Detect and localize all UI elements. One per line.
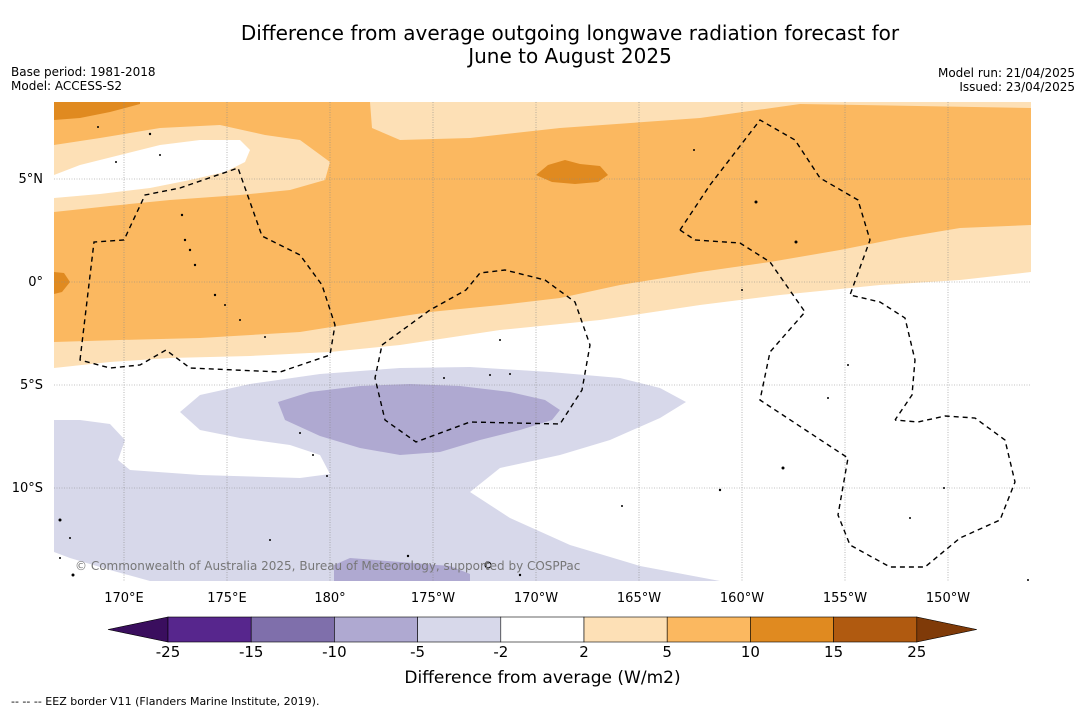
colorbar-segment xyxy=(417,616,502,643)
lon-label-170e: 170°E xyxy=(104,591,144,606)
lat-label-5s: 5°S xyxy=(20,378,43,393)
anomaly-minus2-to-minus5 xyxy=(54,367,720,581)
colorbar-tick-label: -10 xyxy=(322,643,347,661)
colorbar-tick-label: -25 xyxy=(155,643,181,661)
lon-label-175e: 175°E xyxy=(207,591,247,606)
eez-border-line-mid xyxy=(679,229,1016,568)
anomaly-minus5-to-minus10 xyxy=(278,384,560,455)
colorbar-tick-label: 25 xyxy=(907,643,927,661)
anomaly-10-to-15-b xyxy=(536,160,608,184)
anomaly-minus5-to-minus10-south xyxy=(334,558,470,581)
colorbar xyxy=(107,616,977,643)
issued-date: Issued: 23/04/2025 xyxy=(959,80,1075,94)
colorbar-tick-label: -2 xyxy=(493,643,509,661)
map-meta-right: Model run: 21/04/2025 Issued: 23/04/2025 xyxy=(938,66,1075,94)
colorbar-tick-label: -5 xyxy=(410,643,426,661)
colorbar-segment xyxy=(334,616,418,643)
model-run: Model run: 21/04/2025 xyxy=(937,66,1075,80)
eez-border-line-north xyxy=(679,119,916,421)
lon-axis-labels: 170°E 175°E 180° 175°W 170°W 165°W 160°W… xyxy=(104,591,970,606)
colorbar-segment xyxy=(167,616,252,643)
colorbar-tick-label: 10 xyxy=(740,643,760,661)
colorbar-segment xyxy=(833,616,918,643)
anomaly-10-to-15-a xyxy=(54,102,140,120)
map-meta-left: Base period: 1981-2018 Model: ACCESS-S2 xyxy=(11,65,156,93)
colorbar-tick-label: 15 xyxy=(824,643,844,661)
eez-border-phoenix xyxy=(374,269,591,443)
colorbar-segment xyxy=(250,616,335,643)
lon-label-180: 180° xyxy=(314,591,345,606)
colorbar-tick-label: 5 xyxy=(662,643,672,661)
graticule xyxy=(54,102,1031,581)
colorbar-title: Difference from average (W/m2) xyxy=(404,668,681,688)
map-title-line1: Difference from average outgoing longwav… xyxy=(240,21,900,45)
map-title-line2: June to August 2025 xyxy=(468,44,672,68)
lon-label-170w: 170°W xyxy=(514,591,558,606)
eez-borders xyxy=(79,119,1016,568)
lon-label-155w: 155°W xyxy=(823,591,867,606)
eez-border-tuvalu xyxy=(79,167,336,373)
colorbar-extend-low xyxy=(107,616,169,643)
lon-label-175w: 175°W xyxy=(411,591,455,606)
lat-label-5n: 5°N xyxy=(19,172,44,187)
base-period: Base period: 1981-2018 xyxy=(11,65,156,79)
lon-label-160w: 160°W xyxy=(720,591,764,606)
model-name: Model: ACCESS-S2 xyxy=(11,79,123,93)
colorbar-tick-label: 2 xyxy=(579,643,589,661)
colorbar-segment xyxy=(583,616,668,643)
colorbar-segment xyxy=(750,616,834,643)
island-outlines xyxy=(58,126,1029,581)
colorbar-segment xyxy=(500,616,585,643)
lat-label-10s: 10°S xyxy=(12,481,43,496)
lat-label-0: 0° xyxy=(28,275,43,290)
colorbar-extend-high xyxy=(916,616,977,643)
lon-label-165w: 165°W xyxy=(617,591,661,606)
eez-legend: -- -- -- EEZ border V11 (Flanders Marine… xyxy=(11,695,320,708)
copyright-notice: © Commonwealth of Australia 2025, Bureau… xyxy=(75,559,580,573)
lon-label-150w: 150°W xyxy=(926,591,970,606)
colorbar-segment xyxy=(666,616,751,643)
map-panel: © Commonwealth of Australia 2025, Bureau… xyxy=(54,102,1031,581)
anomaly-10-to-15-c xyxy=(54,272,70,294)
lat-axis-labels: 5°N 0° 5°S 10°S xyxy=(12,172,43,496)
colorbar-tick-label: -15 xyxy=(238,643,264,661)
anomaly-below-2-north xyxy=(54,140,250,198)
